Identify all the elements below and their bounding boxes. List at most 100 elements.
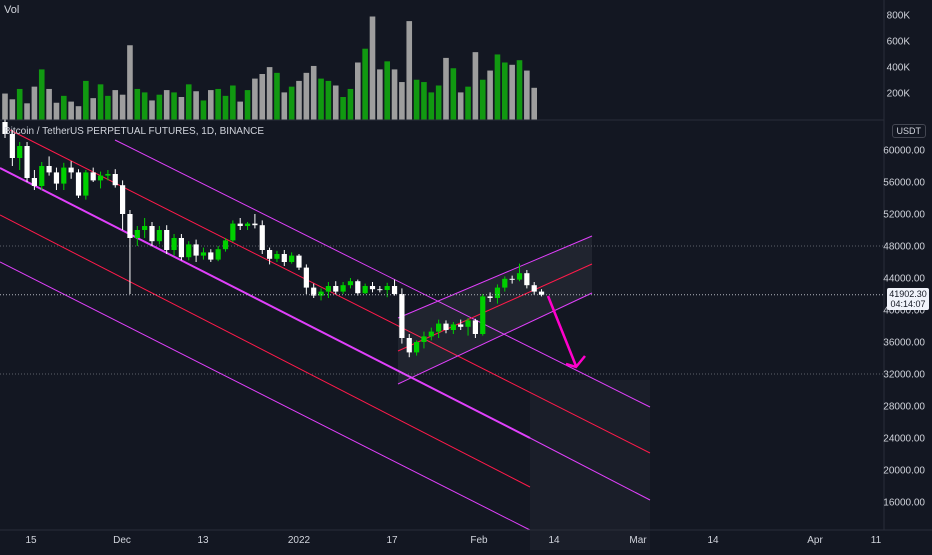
candle-body (369, 286, 376, 290)
rising-channel-upper[interactable] (397, 235, 593, 319)
candle-body (406, 338, 412, 353)
forecast-arrow-head[interactable] (565, 355, 586, 369)
candle-body (244, 223, 251, 226)
candle-body (399, 294, 405, 338)
volume-bar (435, 85, 442, 120)
volume-bar (406, 21, 413, 121)
candlestick-series (2, 119, 545, 358)
candle-body (355, 281, 361, 294)
volume-pane-label: Vol (4, 4, 20, 16)
time-scale-label: 11 (871, 535, 882, 546)
candle-body (487, 296, 493, 298)
volume-bar (105, 95, 111, 120)
candle-body (112, 174, 118, 186)
candle-body (303, 267, 309, 288)
volume-bar (230, 85, 236, 120)
volume-bar (443, 57, 449, 120)
candle-body (480, 296, 486, 334)
volume-bar (222, 95, 229, 120)
candle-body (311, 287, 317, 296)
candle-body (274, 254, 280, 259)
rising-channel-mid[interactable] (397, 263, 593, 352)
volume-bar (24, 103, 30, 120)
volume-bar (237, 101, 243, 120)
volume-bar (259, 74, 266, 120)
volume-bar (31, 86, 38, 120)
time-scale-label: 14 (707, 535, 719, 546)
currency-button[interactable]: USDT (891, 124, 926, 138)
volume-bar (266, 67, 273, 120)
time-scale[interactable]: 15 Dec 13 2022 17 Feb 14 Mar 14 Apr 11 (25, 535, 881, 546)
candle-body (377, 289, 383, 291)
volume-bar (134, 88, 141, 120)
volume-bar (119, 94, 126, 120)
candle-body (222, 240, 229, 250)
volume-bar (428, 92, 435, 120)
descending-channel-inner-lower[interactable] (0, 214, 531, 488)
volume-bar (399, 82, 405, 120)
candle-body (443, 323, 449, 330)
candle-body (46, 166, 52, 173)
volume-bar (502, 62, 508, 120)
volume-bar (90, 98, 96, 120)
candle-body (509, 278, 515, 280)
candle-body (215, 249, 221, 260)
volume-histogram (2, 16, 537, 121)
channel-drawings[interactable] (0, 129, 651, 531)
candle-body (318, 291, 324, 296)
volume-bar (46, 88, 52, 120)
candle-body (17, 146, 23, 158)
candle-body (134, 230, 140, 238)
volume-bar (479, 79, 486, 120)
candle-body (465, 320, 471, 327)
price-scale-label: 40000.00 (883, 306, 925, 317)
forecast-arrow[interactable] (546, 295, 578, 367)
volume-bar (61, 95, 67, 120)
volume-bar (156, 94, 163, 120)
time-scale-label: 17 (386, 535, 398, 546)
descending-channel-upper[interactable] (114, 139, 651, 408)
candle-body (414, 342, 420, 353)
volume-bar (391, 69, 398, 120)
volume-scale[interactable]: 800K 600K 400K 200K (887, 11, 911, 100)
price-scale-label: 44000.00 (883, 274, 925, 285)
descending-channel-median[interactable] (0, 167, 531, 439)
candle-body (208, 252, 214, 260)
time-scale-label: 2022 (288, 535, 311, 546)
candle-body (458, 324, 464, 327)
candle-body (61, 167, 67, 184)
candle-body (193, 244, 199, 256)
volume-scale-label: 800K (887, 11, 911, 22)
volume-bar (509, 64, 515, 120)
rising-channel-lower[interactable] (397, 292, 593, 385)
candle-body (516, 273, 523, 280)
volume-bar (83, 80, 89, 120)
volume-bar (141, 92, 148, 120)
candle-body (90, 172, 96, 181)
rising-channel-fill[interactable] (398, 236, 592, 384)
candle-body (39, 166, 45, 186)
price-scale[interactable]: 60000.00 56000.00 52000.00 48000.00 44000.00… (883, 146, 925, 509)
descending-channel-lower[interactable] (0, 261, 531, 531)
candle-body (384, 286, 390, 290)
candle-body (164, 230, 170, 250)
candle-body (53, 172, 60, 184)
candle-body (171, 238, 177, 250)
candle-body (186, 244, 192, 258)
volume-bar (362, 48, 368, 121)
volume-bar (208, 90, 214, 120)
last-price-tag: 41902.30 04:14:07 (887, 288, 929, 310)
symbol-title[interactable]: Bitcoin / TetherUS PERPETUAL FUTURES, 1D… (4, 126, 265, 137)
volume-bar (472, 52, 479, 120)
volume-bar (185, 84, 192, 120)
candle-body (362, 286, 368, 294)
candle-body (531, 285, 537, 292)
volume-bar (450, 68, 457, 120)
candle-body (436, 323, 442, 332)
volume-bar (97, 84, 104, 120)
descending-channel-median-extension[interactable] (529, 437, 651, 501)
candle-body (2, 122, 8, 134)
last-price-value: 41902.30 (889, 289, 927, 299)
